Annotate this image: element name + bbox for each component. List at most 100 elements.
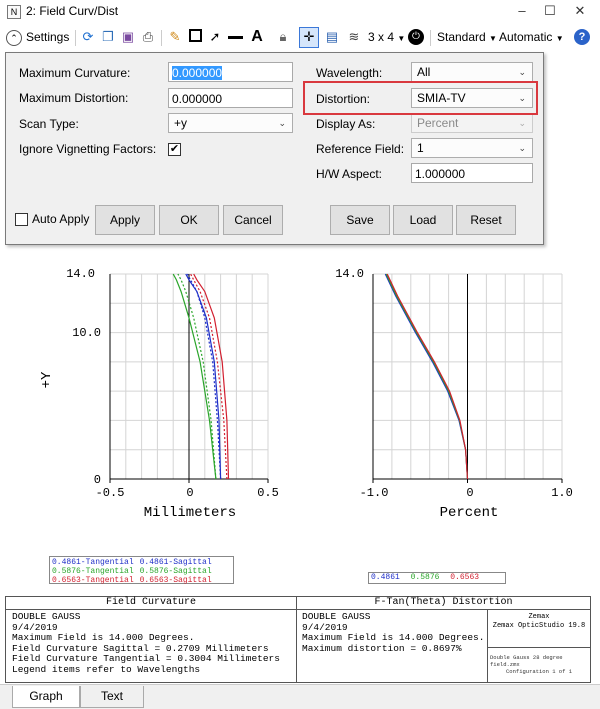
distortion-label: Distortion:	[316, 92, 371, 106]
fc-ylabel: +Y	[39, 371, 55, 388]
distortion-legend: 0.4861 0.5876 0.6563	[368, 572, 506, 584]
fc-xtick-0: 0	[186, 486, 193, 500]
reference-field-value: 1	[417, 141, 424, 155]
chevron-down-icon: ⌄	[518, 118, 526, 128]
field-curvature-plot	[109, 273, 269, 483]
max-curvature-label: Maximum Curvature:	[19, 66, 131, 80]
title-bar: N 2: Field Curv/Dist – ☐ ✕	[0, 0, 600, 25]
reference-field-select[interactable]: 1 ⌄	[411, 138, 533, 158]
settings-panel: Maximum Curvature: 0.000000 Maximum Dist…	[5, 52, 544, 245]
close-button[interactable]: ✕	[574, 3, 586, 18]
window-title: 2: Field Curv/Dist	[26, 4, 119, 18]
file-info: Double Gauss 28 degree field.zmx Configu…	[490, 654, 590, 675]
fc-series-0-4861-tangential	[185, 273, 222, 480]
pencil-icon[interactable]: ✎	[169, 29, 181, 44]
help-icon[interactable]: ?	[574, 29, 590, 45]
max-curvature-input[interactable]: 0.000000	[168, 62, 293, 82]
info-line: Maximum distortion = 0.8697%	[302, 642, 462, 654]
distortion-highlight-box	[303, 81, 538, 115]
legend-item: 0.5876-Tangential	[52, 567, 134, 576]
info-line: Maximum Field is 14.000 Degrees.	[302, 632, 485, 643]
check-icon: ✔	[169, 143, 180, 155]
copy-icon[interactable]: ❐	[102, 29, 114, 44]
fc-info-text: DOUBLE GAUSS 9/4/2019 Maximum Field is 1…	[12, 611, 280, 675]
field-curvature-legend: 0.4861-Tangential 0.4861-Sagittal 0.5876-…	[49, 556, 234, 585]
legend-item: 0.4861-Sagittal	[139, 558, 212, 567]
hw-aspect-input[interactable]: 1.000000	[411, 163, 533, 183]
toolbar-separator	[161, 30, 162, 46]
chevron-down-icon: ⌄	[518, 93, 526, 103]
window-layout-icon[interactable]: ▤	[325, 29, 339, 44]
load-button[interactable]: Load	[393, 205, 453, 235]
legend-item: 0.4861-Tangential	[52, 558, 134, 567]
display-as-label: Display As:	[316, 117, 376, 131]
automatic-dropdown[interactable]: Automatic ▼	[499, 28, 564, 47]
layout-label: 3 x 4	[368, 30, 395, 44]
dist-info-title: F-Tan(Theta) Distortion	[297, 597, 590, 610]
fc-series-0-6563-tangential	[193, 273, 230, 480]
legend-item: 0.5876	[410, 573, 440, 582]
standard-dropdown[interactable]: Standard ▼	[437, 28, 497, 47]
ok-button[interactable]: OK	[159, 205, 219, 235]
reset-button[interactable]: Reset	[456, 205, 516, 235]
refresh-icon[interactable]: ⟳	[82, 29, 94, 44]
fc-ytick-0: 0	[94, 473, 101, 487]
text-icon[interactable]: A	[251, 28, 263, 45]
dist-xtick-0: 0	[466, 486, 473, 500]
print-icon[interactable]: ⎙	[142, 29, 154, 44]
arrow-icon[interactable]: ➚	[209, 29, 221, 44]
scan-type-select[interactable]: +y ⌄	[168, 113, 293, 133]
rectangle-icon[interactable]	[186, 28, 204, 46]
max-distortion-label: Maximum Distortion:	[19, 91, 129, 105]
line-icon[interactable]	[226, 28, 244, 46]
chevron-down-icon: ▼	[489, 34, 497, 43]
minimize-button[interactable]: –	[518, 3, 526, 18]
dist-ytick-14: 14.0	[335, 267, 364, 281]
automatic-label: Automatic	[499, 30, 553, 44]
info-line: DOUBLE GAUSS	[302, 611, 371, 622]
apply-button[interactable]: Apply	[95, 205, 155, 235]
wavelength-label: Wavelength:	[316, 66, 383, 80]
tab-text[interactable]: Text	[80, 686, 144, 708]
configuration: Configuration 1 of 1	[506, 668, 573, 675]
legend-item: 0.6563-Tangential	[52, 576, 134, 585]
display-as-value: Percent	[417, 116, 459, 130]
maximize-button[interactable]: ☐	[544, 3, 556, 18]
display-as-select: Percent ⌄	[411, 113, 533, 133]
dist-xtick-neg: -1.0	[360, 486, 389, 500]
lock-icon[interactable]: 🔒︎	[279, 29, 287, 44]
wavelength-select[interactable]: All ⌄	[411, 62, 533, 82]
save-button[interactable]: Save	[330, 205, 390, 235]
info-line: 9/4/2019	[302, 621, 348, 633]
power-icon[interactable]: ⏻	[408, 29, 424, 45]
chevron-down-icon: ⌄	[518, 143, 526, 153]
settings-button[interactable]: Settings	[26, 30, 70, 44]
save-image-icon[interactable]: ▣	[121, 29, 135, 44]
fc-series-0-5876-sagittal	[177, 273, 217, 480]
distortion-select[interactable]: SMIA-TV ⌄	[411, 88, 533, 108]
tab-graph[interactable]: Graph	[12, 686, 80, 708]
auto-apply-checkbox[interactable]	[15, 213, 28, 226]
layers-icon[interactable]: ≋	[348, 29, 360, 44]
info-line: 9/4/2019	[12, 621, 58, 633]
chevron-down-icon: ⌄	[518, 67, 526, 77]
app-icon: N	[7, 5, 21, 19]
fc-info-title: Field Curvature	[6, 597, 297, 610]
chevron-down-icon: ▼	[397, 34, 406, 43]
legend-item: 0.6563-Sagittal	[139, 576, 212, 585]
chevron-down-icon: ▼	[555, 34, 564, 43]
collapse-settings-icon[interactable]: ⌃	[6, 30, 22, 46]
max-distortion-input[interactable]: 0.000000	[168, 88, 293, 108]
hw-aspect-label: H/W Aspect:	[316, 167, 383, 181]
ignore-vignetting-checkbox[interactable]: ✔	[168, 143, 181, 156]
fc-xtick-neg: -0.5	[96, 486, 125, 500]
standard-label: Standard	[437, 30, 486, 44]
crosshair-icon[interactable]: ✛	[299, 27, 319, 48]
layout-dropdown[interactable]: 3 x 4 ▼	[368, 28, 405, 47]
fc-ytick-10: 10.0	[72, 326, 101, 340]
dist-series-0-5876	[385, 273, 469, 480]
view-tabs: Graph Text	[0, 684, 600, 709]
cancel-button[interactable]: Cancel	[223, 205, 283, 235]
distortion-plot	[372, 273, 563, 483]
scan-type-label: Scan Type:	[19, 117, 79, 131]
